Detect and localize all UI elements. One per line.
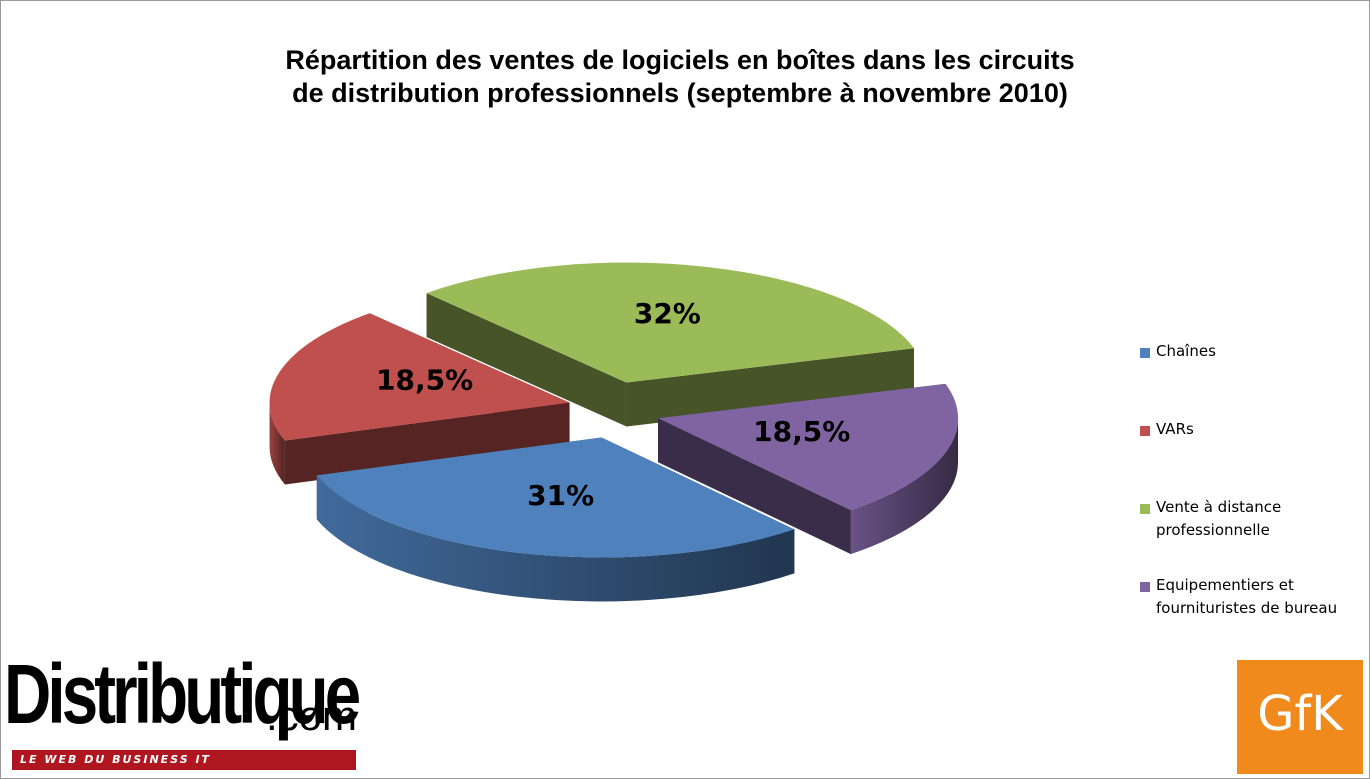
pie-slice-2 [426,262,915,383]
chart-title: Répartition des ventes de logiciels en b… [180,44,1180,110]
distributique-logo-bar [12,750,356,770]
pie-data-label-1: 18,5% [376,364,473,397]
legend-swatch-0 [1140,348,1150,358]
pie-slice-wall-3-1 [658,418,851,555]
pie-slice-1 [269,313,570,441]
pie-slice-3 [658,383,959,511]
legend-label-3-1: fournituristes de bureau [1156,599,1338,617]
gfk-logo: GfK [1237,660,1363,774]
pie-slice-group-0 [316,437,795,602]
pie-slice-side-3-1 [850,418,959,555]
legend-item-0: Chaînes [1140,340,1368,363]
legend-swatch-2 [1140,504,1150,514]
legend-item-2: Vente à distance professionnelle [1140,496,1368,542]
pie-slice-wall-1-0 [284,402,570,485]
legend-label-2-0: Vente à distance [1156,498,1282,516]
legend-item-1: VARs [1140,418,1368,441]
pie-data-label-2: 32% [634,297,701,330]
legend-item-3: Equipementiers et fournituristes de burea… [1140,574,1368,620]
pie-slice-0 [316,437,795,558]
pie-slice-wall-2-0 [426,293,627,427]
legend-label-2-1: professionnelle [1156,521,1270,539]
legend-swatch-3 [1140,582,1150,592]
legend-label-0-0: Chaînes [1156,342,1216,360]
chart-title-line-2: de distribution professionnels (septembr… [292,78,1068,108]
pie-slice-wall-2-1 [626,348,915,427]
pie-data-label-3: 18,5% [753,415,850,448]
pie-slice-side-0-0 [316,475,795,602]
pie-slice-group-1 [269,313,570,485]
distributique-logo-tagline: LE WEB DU BUSINESS IT [20,753,212,766]
legend-swatch-1 [1140,426,1150,436]
distributique-logo: Distributique .com LE WEB DU BUSINESS IT [4,646,361,774]
pie-slice-group-2 [426,262,915,427]
distributique-logo-domain: .com [266,692,358,739]
pie-slice-group-3 [658,383,959,555]
gfk-logo-text: GfK [1257,686,1343,742]
chart-title-line-1: Répartition des ventes de logiciels en b… [285,45,1075,75]
legend-label-1-0: VARs [1156,420,1194,438]
distributique-logo-wordmark: Distributique [4,647,361,741]
legend-label-3-0: Equipementiers et [1156,576,1294,594]
pie-slice-side-1-0 [269,402,285,485]
pie-data-label-0: 31% [527,479,594,512]
